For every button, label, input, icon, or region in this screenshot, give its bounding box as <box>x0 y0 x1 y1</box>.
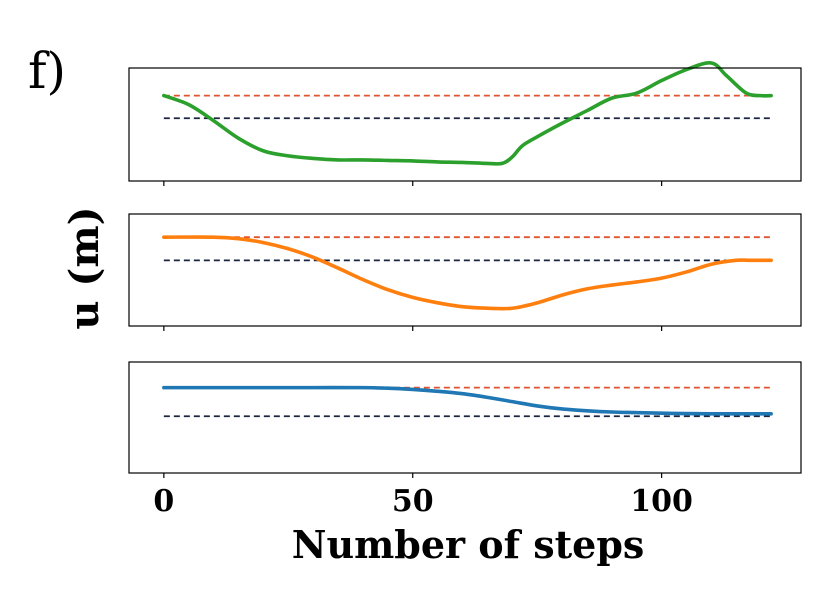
x-tick-label-50: 50 <box>392 484 434 519</box>
panel-label: f) <box>28 42 66 100</box>
axes-frame-middle <box>128 213 802 327</box>
plot-area: 0 50 100 <box>128 61 802 519</box>
x-axis-label: Number of steps <box>292 522 645 567</box>
series-line-bottom-0 <box>162 385 773 416</box>
axes-frame-bottom <box>128 361 802 474</box>
y-axis-label: u (m) <box>61 206 108 329</box>
axes-frame-top <box>128 67 802 182</box>
x-tick-label-100: 100 <box>630 484 693 519</box>
series-line-top-0 <box>162 61 773 166</box>
series-line-middle-0 <box>162 235 773 311</box>
x-tick-label-0: 0 <box>153 484 174 519</box>
